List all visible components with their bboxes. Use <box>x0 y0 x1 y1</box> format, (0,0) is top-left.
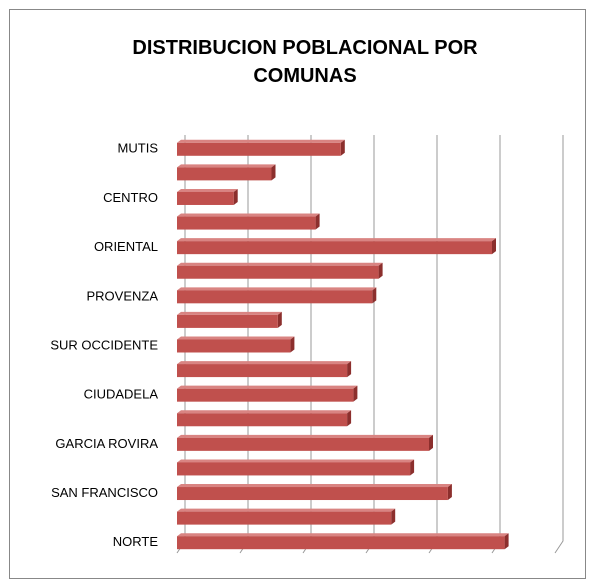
bar-top-face <box>177 164 276 168</box>
bar-top-face <box>177 459 415 463</box>
bar-end-face <box>340 139 345 156</box>
y-tick-label: CENTRO <box>103 190 158 205</box>
bar-top-face <box>177 533 509 537</box>
bar-top-face <box>177 139 345 143</box>
bar <box>177 536 505 550</box>
bar-end-face <box>391 508 396 525</box>
bar-end-face <box>290 336 295 353</box>
bar-top-face <box>177 361 352 365</box>
bar-end-face <box>277 311 282 328</box>
bar-top-face <box>177 188 238 192</box>
bar <box>177 167 272 181</box>
bar-top-face <box>177 410 352 414</box>
bar-top-face <box>177 287 377 291</box>
y-tick-label: SAN FRANCISCO <box>51 485 158 500</box>
chart-title: DISTRIBUCION POBLACIONAL POR COMUNAS <box>132 37 478 87</box>
bar <box>177 216 316 230</box>
bar <box>177 339 291 353</box>
bar-top-face <box>177 336 295 340</box>
bar-end-face <box>492 238 496 255</box>
bar <box>177 314 278 328</box>
bar <box>177 437 429 451</box>
bar <box>177 462 411 476</box>
bar-end-face <box>372 287 377 304</box>
grid-line <box>554 135 564 554</box>
bar-top-face <box>177 238 496 242</box>
bar <box>177 191 234 205</box>
bar <box>177 511 392 525</box>
bar <box>177 487 448 501</box>
y-tick-label: CIUDADELA <box>84 387 159 402</box>
bar-top-face <box>177 213 320 217</box>
chart-border <box>9 9 586 579</box>
bar <box>177 364 348 378</box>
bar-end-face <box>378 262 383 279</box>
bar-top-face <box>177 434 433 438</box>
bar-end-face <box>447 484 452 501</box>
bar-top-face <box>177 484 452 488</box>
bar-top-face <box>177 311 282 315</box>
bar-end-face <box>347 410 352 427</box>
bar-end-face <box>271 164 276 181</box>
bar <box>177 241 492 255</box>
bar-end-face <box>429 434 433 451</box>
grid-line <box>491 135 501 554</box>
bar-end-face <box>504 533 509 550</box>
bar <box>177 388 354 402</box>
bar-end-face <box>315 213 320 230</box>
bar-end-face <box>347 361 352 378</box>
bar <box>177 290 373 304</box>
bar-top-face <box>177 508 396 512</box>
bar-end-face <box>353 385 358 402</box>
y-tick-label: SUR OCCIDENTE <box>50 337 158 352</box>
bar-end-face <box>410 459 415 476</box>
bar-top-face <box>177 262 383 266</box>
y-tick-label: NORTE <box>113 534 159 549</box>
y-tick-label: PROVENZA <box>86 288 158 303</box>
bar <box>177 142 341 156</box>
y-tick-label: ORIENTAL <box>94 239 158 254</box>
bar-end-face <box>233 188 238 205</box>
y-tick-label: GARCIA ROVIRA <box>55 436 158 451</box>
bar-top-face <box>177 385 358 389</box>
bar <box>177 413 348 427</box>
y-tick-label: MUTIS <box>118 141 159 156</box>
bar <box>177 265 379 279</box>
